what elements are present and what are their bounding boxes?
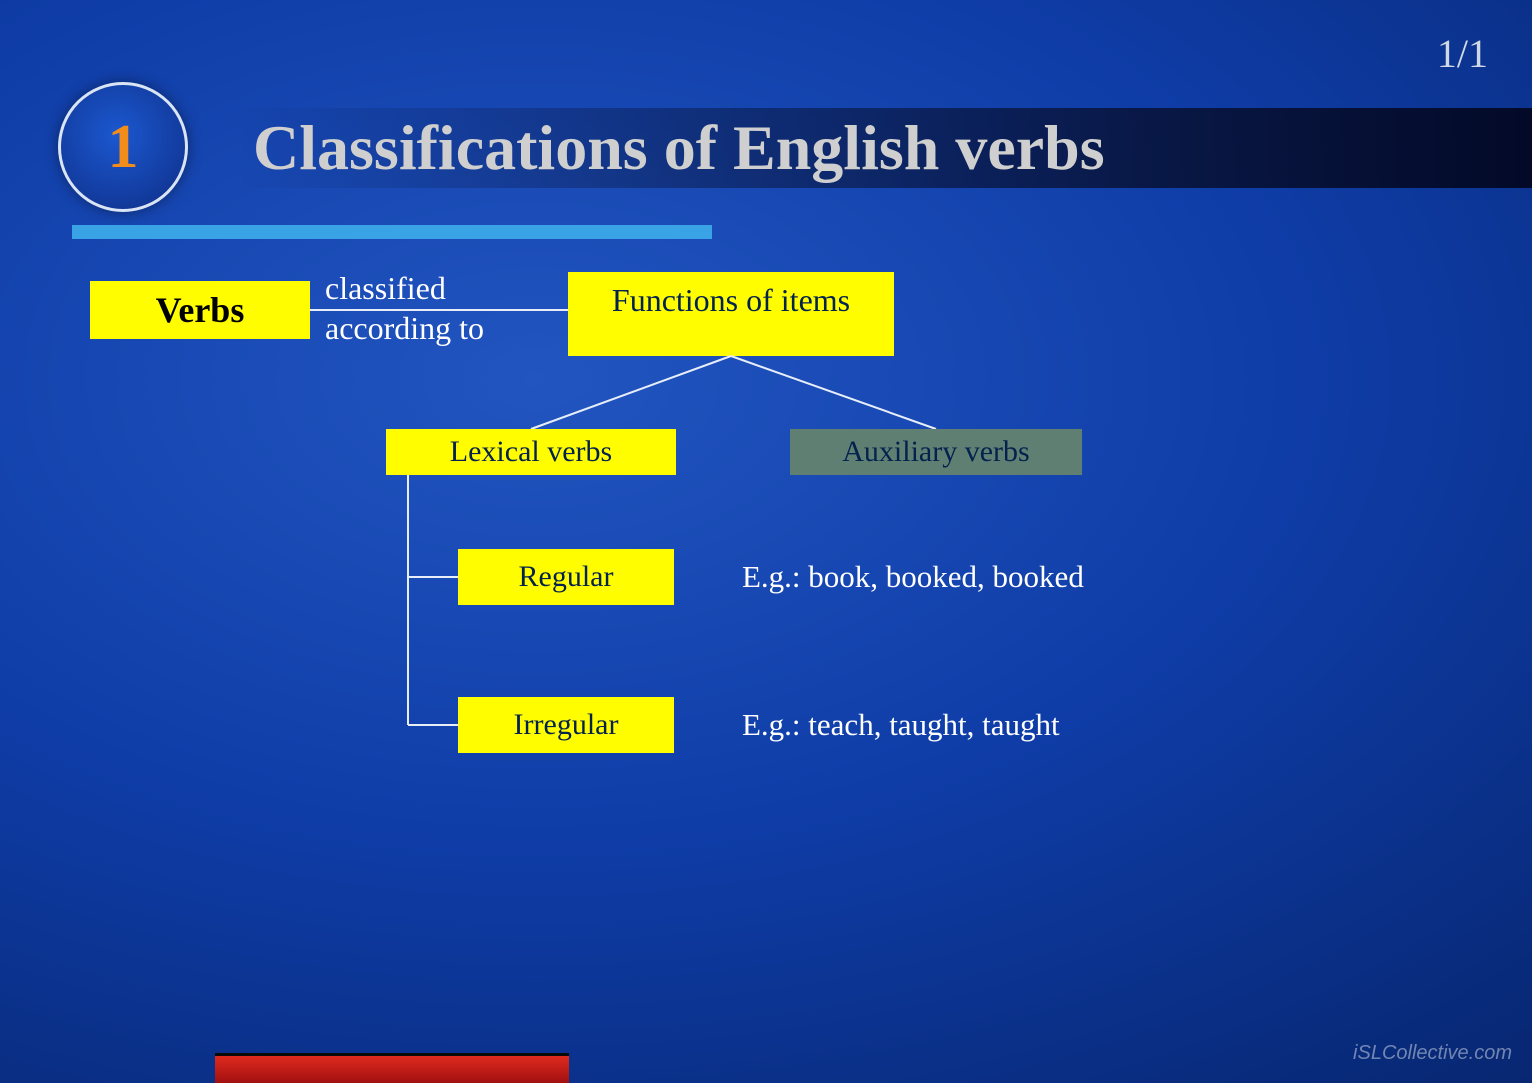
classified-line2: according to bbox=[325, 310, 484, 346]
watermark: iSLCollective.com bbox=[1353, 1042, 1512, 1065]
slide-title: Classifications of English verbs bbox=[235, 111, 1105, 185]
functions-box: Functions of items bbox=[568, 272, 894, 356]
irregular-example: E.g.: teach, taught, taught bbox=[742, 707, 1060, 743]
regular-label: Regular bbox=[519, 560, 614, 594]
slide-number-circle: 1 bbox=[58, 82, 188, 212]
regular-example: E.g.: book, booked, booked bbox=[742, 559, 1084, 595]
classified-line1: classified bbox=[325, 270, 446, 306]
classified-label: classified according to bbox=[325, 268, 575, 348]
verbs-box: Verbs bbox=[90, 281, 310, 339]
title-bar: Classifications of English verbs bbox=[235, 108, 1532, 188]
slide-number: 1 bbox=[108, 112, 139, 183]
irregular-label: Irregular bbox=[514, 708, 619, 742]
irregular-box: Irregular bbox=[458, 697, 674, 753]
bottom-strip bbox=[215, 1053, 569, 1083]
verbs-label: Verbs bbox=[156, 289, 245, 331]
title-underline bbox=[72, 225, 712, 239]
auxiliary-box: Auxiliary verbs bbox=[790, 429, 1082, 475]
functions-label: Functions of items bbox=[612, 282, 850, 319]
page-counter: 1/1 bbox=[1437, 30, 1488, 77]
lexical-box: Lexical verbs bbox=[386, 429, 676, 475]
auxiliary-label: Auxiliary verbs bbox=[842, 435, 1029, 469]
regular-box: Regular bbox=[458, 549, 674, 605]
lexical-label: Lexical verbs bbox=[450, 435, 612, 469]
